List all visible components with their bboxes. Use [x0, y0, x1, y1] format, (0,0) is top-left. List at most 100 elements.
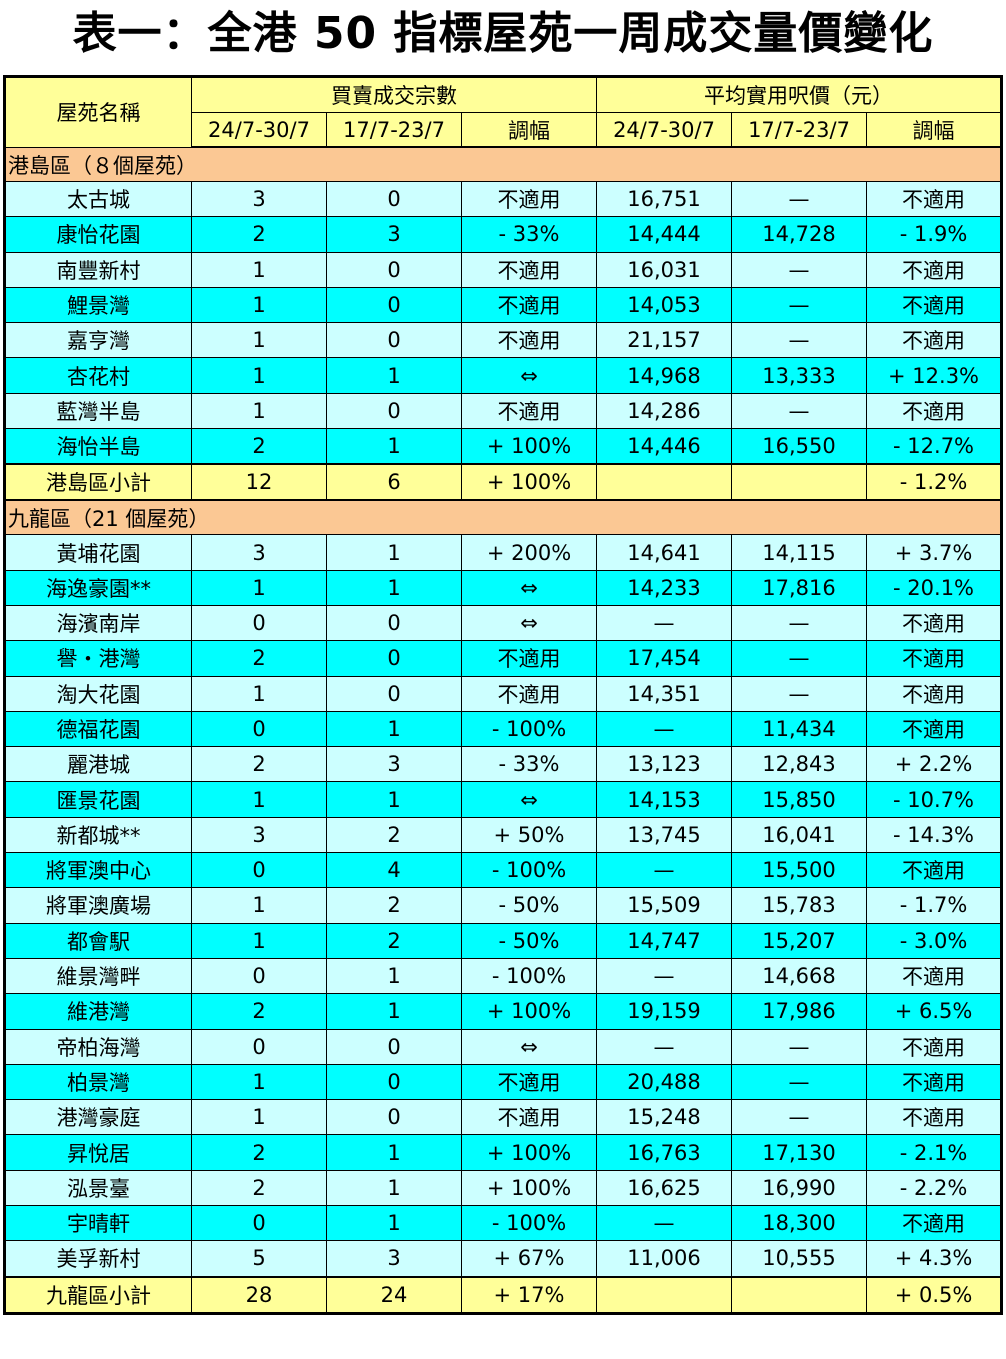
cell-price-change: - 1.7%	[866, 887, 1003, 924]
cell-tx-current: 1	[191, 1063, 327, 1101]
cell-price-current: —	[596, 710, 733, 748]
cell-estate-name: 美孚新村	[4, 1240, 192, 1278]
cell-price-change: 不適用	[866, 604, 1003, 642]
cell-tx-change: 不適用	[460, 251, 598, 288]
subtotal-tx-prev: 24	[326, 1275, 462, 1315]
table-row: 德福花園 0 1- 100% —11,434 不適用	[4, 710, 1003, 748]
cell-tx-current: 1	[191, 781, 327, 818]
cell-tx-prev: 1	[326, 710, 462, 748]
table-row: 帝柏海灣 0 0 ⇔ — — 不適用	[4, 1028, 1003, 1065]
cell-price-change: 不適用	[866, 392, 1003, 430]
table-row: 麗港城 2 3- 33% 13,123 12,843 + 2.2%	[4, 746, 1003, 783]
cell-tx-current: 0	[191, 1028, 327, 1065]
cell-price-prev: —	[731, 1028, 868, 1065]
cell-estate-name: 柏景灣	[4, 1063, 192, 1101]
cell-estate-name: 杏花村	[4, 357, 192, 394]
table-row: 將軍澳廣場 1 2- 50% 15,509 15,783- 1.7%	[4, 887, 1003, 924]
cell-estate-name: 南豐新村	[4, 251, 192, 288]
cell-estate-name: 匯景花園	[4, 781, 192, 818]
cell-price-change: 不適用	[866, 1099, 1003, 1136]
cell-tx-change: + 100%	[460, 1169, 598, 1207]
table-row: 黃埔花園 3 1 + 200% 14,641 14,115 + 3.7%	[4, 534, 1003, 571]
cell-estate-name: 將軍澳廣場	[4, 887, 192, 924]
cell-price-current: 16,751	[596, 180, 733, 218]
cell-price-change: + 12.3%	[866, 357, 1003, 394]
cell-estate-name: 太古城	[4, 180, 192, 218]
table-row: 太古城 3 0 不適用 16,751— 不適用	[4, 180, 1003, 218]
cell-estate-name: 德福花園	[4, 710, 192, 748]
table-row: 匯景花園 1 1 ⇔ 14,153 15,850- 10.7%	[4, 781, 1003, 818]
cell-tx-change: - 100%	[460, 1205, 598, 1242]
section-label: 九龍區（21 個屋苑）	[3, 499, 1003, 536]
cell-estate-name: 海濱南岸	[4, 604, 192, 642]
cell-price-current: 14,286	[596, 392, 733, 430]
cell-price-change: 不適用	[866, 957, 1003, 995]
cell-tx-prev: 0	[326, 392, 462, 430]
cell-tx-change: ⇔	[460, 1028, 598, 1065]
cell-price-current: 14,968	[596, 357, 733, 394]
cell-tx-change: - 33%	[460, 746, 598, 783]
cell-price-current: 20,488	[596, 1063, 733, 1101]
cell-tx-prev: 4	[326, 852, 462, 889]
cell-tx-change: 不適用	[460, 180, 598, 218]
cell-price-current: 14,233	[596, 569, 733, 606]
cell-price-current: —	[596, 1205, 733, 1242]
cell-tx-prev: 2	[326, 887, 462, 924]
cell-tx-prev: 1	[326, 993, 462, 1030]
cell-tx-change: ⇔	[460, 357, 598, 394]
cell-tx-current: 0	[191, 957, 327, 995]
header-tx-change: 調幅	[460, 112, 598, 148]
table-row: 海濱南岸 0 0 ⇔ — — 不適用	[4, 604, 1003, 642]
cell-price-current: 13,745	[596, 816, 733, 854]
cell-price-prev: 18,300	[731, 1205, 868, 1242]
cell-tx-change: ⇔	[460, 569, 598, 606]
cell-tx-change: - 100%	[460, 710, 598, 748]
cell-tx-current: 2	[191, 1169, 327, 1207]
cell-price-prev: 17,986	[731, 993, 868, 1030]
cell-price-prev: 10,555	[731, 1240, 868, 1278]
cell-tx-prev: 1	[326, 957, 462, 995]
cell-price-change: 不適用	[866, 640, 1003, 677]
cell-tx-change: ⇔	[460, 781, 598, 818]
cell-price-current: —	[596, 957, 733, 995]
table-row: 鯉景灣 1 0 不適用 14,053— 不適用	[4, 286, 1003, 324]
table-row: 譽・港灣 2 0 不適用 17,454— 不適用	[4, 640, 1003, 677]
table-row: 維港灣 2 1 + 100% 19,159 17,986 + 6.5%	[4, 993, 1003, 1030]
cell-price-change: + 3.7%	[866, 534, 1003, 571]
table-row: 嘉亨灣 1 0 不適用 21,157— 不適用	[4, 322, 1003, 359]
table-row: 都會駅 1 2- 50% 14,747 15,207- 3.0%	[4, 922, 1003, 959]
subtotal-estate-name: 港島區小計	[4, 463, 192, 502]
cell-tx-current: 1	[191, 922, 327, 959]
cell-price-change: - 14.3%	[866, 816, 1003, 854]
cell-price-change: - 10.7%	[866, 781, 1003, 818]
cell-price-current: 15,509	[596, 887, 733, 924]
cell-price-prev: 17,816	[731, 569, 868, 606]
cell-tx-current: 2	[191, 216, 327, 253]
cell-price-prev: —	[731, 675, 868, 712]
cell-price-prev: 13,333	[731, 357, 868, 394]
cell-price-current: 14,351	[596, 675, 733, 712]
cell-tx-current: 0	[191, 604, 327, 642]
subtotal-tx-prev: 6	[326, 463, 462, 502]
cell-price-current: 14,053	[596, 286, 733, 324]
cell-price-prev: —	[731, 286, 868, 324]
cell-price-current: 15,248	[596, 1099, 733, 1136]
cell-tx-current: 2	[191, 1134, 327, 1171]
table-row: 海逸豪園** 1 1 ⇔ 14,233 17,816- 20.1%	[4, 569, 1003, 606]
cell-tx-prev: 1	[326, 1205, 462, 1242]
cell-tx-current: 3	[191, 534, 327, 571]
cell-tx-change: + 50%	[460, 816, 598, 854]
cell-tx-prev: 2	[326, 922, 462, 959]
cell-tx-prev: 0	[326, 675, 462, 712]
cell-price-current: 16,625	[596, 1169, 733, 1207]
cell-tx-prev: 1	[326, 534, 462, 571]
cell-tx-change: 不適用	[460, 392, 598, 430]
table-row: 海怡半島 2 1 + 100% 14,446 16,550- 12.7%	[4, 428, 1003, 465]
cell-estate-name: 海怡半島	[4, 428, 192, 465]
table-row: 昇悅居 2 1 + 100% 16,763 17,130- 2.1%	[4, 1134, 1003, 1171]
cell-estate-name: 泓景臺	[4, 1169, 192, 1207]
cell-tx-change: 不適用	[460, 675, 598, 712]
header-tx-week-current: 24/7-30/7	[191, 112, 327, 148]
cell-tx-change: + 67%	[460, 1240, 598, 1278]
section-label: 港島區（８個屋苑）	[3, 146, 1003, 182]
